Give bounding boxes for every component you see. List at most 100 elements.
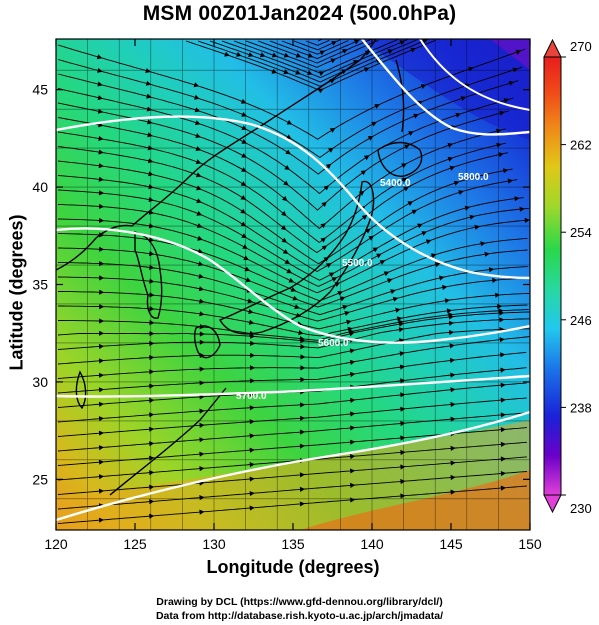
streamline-arrow: [294, 304, 300, 310]
streamline-arrow: [450, 460, 456, 466]
streamline-arrow: [99, 275, 105, 281]
streamline-arrow: [146, 93, 152, 99]
streamline-arrow: [98, 401, 105, 407]
streamline-arrow: [195, 172, 202, 178]
streamline-arrow: [417, 100, 423, 106]
streamline-arrow: [241, 111, 247, 117]
streamline-arrow: [350, 482, 356, 488]
x-tick-label: 130: [202, 536, 226, 552]
streamline-arrow: [149, 470, 155, 476]
streamline: [57, 382, 527, 423]
streamline: [57, 131, 506, 244]
streamline-arrow: [99, 217, 105, 224]
cold-region: [360, 39, 530, 140]
streamline-arrow: [249, 505, 255, 511]
streamline-arrow: [307, 52, 314, 58]
y-axis-label: Latitude (degrees): [6, 214, 27, 371]
streamline-arrow: [413, 113, 419, 119]
streamline-arrow: [240, 195, 247, 200]
colorbar-tick-label: 262: [570, 138, 592, 153]
streamline-arrow: [323, 185, 329, 191]
streamline-arrow: [300, 365, 306, 371]
streamline-arrow: [371, 121, 377, 127]
streamline-arrow: [98, 149, 104, 155]
streamline-arrow: [249, 419, 255, 425]
streamline-arrow: [495, 292, 501, 298]
streamline-arrow: [99, 330, 105, 336]
streamline-arrow: [392, 296, 399, 302]
streamline-arrow: [97, 95, 104, 101]
streamline-arrow: [439, 275, 445, 281]
streamline-arrow: [450, 372, 456, 378]
wind-streamlines: [57, 39, 530, 524]
streamline-arrow: [292, 295, 299, 301]
streamline: [269, 39, 360, 60]
streamline-arrow: [236, 51, 242, 57]
streamline-arrow: [149, 455, 155, 461]
streamline-arrow: [149, 292, 155, 298]
streamline-arrow: [295, 312, 302, 318]
streamline: [57, 146, 508, 254]
streamline-arrow: [350, 397, 356, 403]
streamline-arrow: [147, 158, 154, 164]
colorbar-tick-label: 254: [570, 225, 592, 240]
y-tick-label: 45: [32, 82, 48, 98]
streamline-arrow: [199, 380, 205, 386]
streamline-arrow: [198, 286, 205, 292]
streamline-arrow: [447, 156, 454, 162]
streamline-arrow: [307, 70, 313, 75]
streamline-arrow: [149, 397, 155, 403]
streamline-arrow: [299, 443, 305, 449]
streamline: [245, 39, 379, 68]
streamline-arrow: [295, 69, 301, 75]
streamline-arrow: [499, 110, 505, 116]
streamline-arrow: [285, 149, 291, 155]
colorbar-tick-label: 246: [570, 313, 592, 328]
streamline-arrow: [147, 145, 154, 151]
streamline-arrow: [195, 159, 202, 165]
streamline-arrow: [194, 107, 201, 113]
streamline-arrow: [98, 372, 105, 378]
streamline-arrow: [350, 411, 356, 417]
streamline-arrow: [500, 441, 506, 447]
streamline-arrow: [353, 60, 359, 65]
streamline-arrow: [199, 324, 205, 330]
streamline-arrow: [515, 49, 522, 55]
streamline-arrow: [196, 185, 202, 191]
streamline-arrow: [298, 330, 304, 336]
streamline-arrow: [197, 235, 203, 241]
streamline-arrow: [299, 415, 306, 421]
streamline-arrow: [299, 486, 305, 492]
streamline-arrow: [399, 364, 406, 370]
streamline-arrow: [500, 471, 506, 477]
streamline-arrow: [282, 249, 289, 254]
streamline-arrow: [450, 445, 456, 451]
streamline-arrow: [198, 273, 204, 279]
streamline-arrow: [194, 94, 200, 100]
streamline-arrow: [199, 495, 205, 501]
streamline-arrow: [241, 233, 247, 239]
streamline-arrow: [399, 351, 405, 357]
streamline-arrow: [400, 378, 406, 384]
streamline-arrow: [488, 267, 495, 273]
streamline-arrow: [241, 125, 247, 130]
streamline-arrow: [240, 98, 247, 104]
streamline-arrow: [148, 197, 154, 203]
streamline-arrow: [400, 406, 406, 412]
streamline-arrow: [146, 106, 153, 112]
contour-5500: [56, 115, 530, 280]
streamline-arrow: [468, 66, 474, 72]
streamline-arrow: [98, 459, 105, 465]
streamline: [57, 117, 506, 230]
streamline: [57, 397, 527, 437]
streamline-arrow: [401, 177, 408, 183]
colorbar: 270 262 254 246 238 230: [543, 38, 592, 516]
streamline-arrow: [241, 153, 247, 158]
streamline-arrow: [99, 203, 105, 209]
streamline-arrow: [480, 241, 486, 247]
hot-region: [300, 470, 530, 530]
streamline-arrow: [242, 244, 248, 249]
streamline-arrow: [240, 181, 247, 186]
streamline-arrow: [400, 493, 406, 499]
